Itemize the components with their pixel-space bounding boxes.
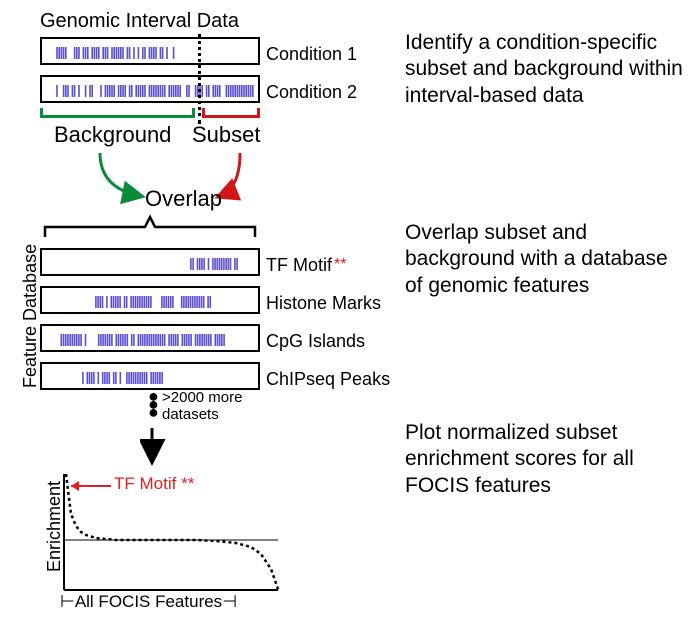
subset-divider [198, 34, 201, 124]
label-subset: Subset [192, 122, 261, 148]
x-axis-label: All FOCIS Features [75, 592, 222, 611]
bracket-background [40, 108, 195, 118]
callout-text: TF Motif [114, 474, 176, 493]
track-row-tfmotif: TF Motif ** [40, 248, 390, 282]
tfmotif-stars: ** [334, 256, 346, 274]
arrow-down-icon [140, 426, 170, 466]
feature-db-tracks: TF Motif ** Histone Marks CpG Islands Ch… [40, 248, 390, 400]
track-label-histone: Histone Marks [266, 293, 381, 314]
track-label-cpg: CpG Islands [266, 331, 365, 352]
track-box-condition2 [40, 75, 260, 103]
overlap-bracket [40, 212, 270, 242]
overlap-label: Overlap [145, 186, 222, 212]
track-label-chipseq: ChIPseq Peaks [266, 369, 390, 390]
track-box-cpg [40, 324, 260, 352]
track-svg-condition2 [42, 77, 262, 105]
bracket-subset [202, 108, 260, 118]
x-axis-label-row: ⊢All FOCIS Features⊣ [60, 592, 237, 612]
diagram-root: Identify a condition-specific subset and… [0, 0, 697, 622]
track-row-condition1: Condition 1 [40, 37, 380, 71]
description-2: Overlap subset and background with a dat… [405, 220, 685, 340]
x-tick-right: ⊣ [222, 592, 237, 611]
callout-tfmotif: TF Motif ** [114, 474, 194, 494]
description-1: Identify a condition-specific subset and… [405, 30, 685, 160]
track-box-tfmotif [40, 248, 260, 276]
track-label-condition2: Condition 2 [266, 82, 357, 103]
callout-stars: ** [181, 474, 194, 493]
track-box-histone [40, 286, 260, 314]
dots-column: ●●● [148, 392, 159, 416]
feature-db-vlabel: Feature Database [20, 244, 41, 388]
track-label-tfmotif: TF Motif [266, 255, 332, 276]
arrow-background [100, 153, 140, 196]
x-tick-left: ⊢ [60, 592, 75, 611]
left-column: Genomic Interval Data Condition 1 Condit… [40, 10, 380, 113]
track-row-cpg: CpG Islands [40, 324, 390, 358]
more-datasets-label: >2000 more datasets [162, 390, 252, 423]
track-svg-condition1 [42, 39, 262, 67]
descriptions-column: Identify a condition-specific subset and… [405, 30, 685, 559]
description-3: Plot normalized subset enrichment scores… [405, 420, 685, 499]
arrow-subset [220, 153, 240, 196]
track-box-condition1 [40, 37, 260, 65]
track-label-condition1: Condition 1 [266, 44, 357, 65]
track-row-condition2: Condition 2 [40, 75, 380, 109]
genomic-title: Genomic Interval Data [40, 10, 380, 33]
label-background: Background [54, 122, 171, 148]
track-row-histone: Histone Marks [40, 286, 390, 320]
enrichment-plot: TF Motif ** [60, 470, 285, 585]
